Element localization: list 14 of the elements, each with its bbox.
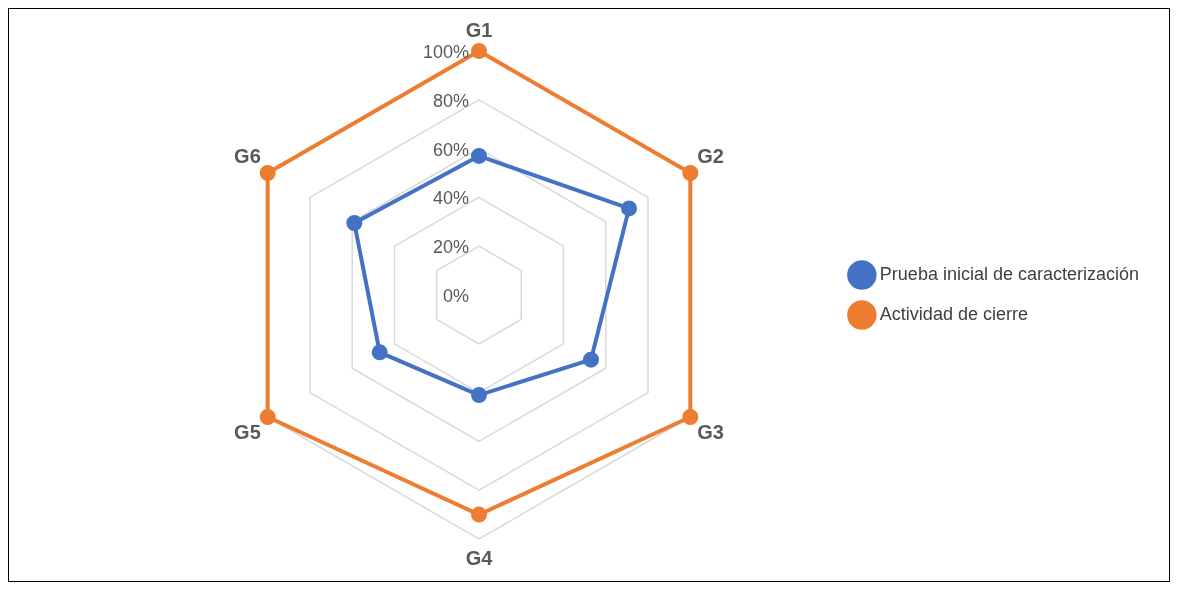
y-tick-label: 60% (432, 139, 469, 160)
y-tick-label: 20% (432, 237, 469, 258)
legend-label: Prueba inicial de caracterización (879, 263, 1139, 284)
spoke-label: G2 (697, 144, 724, 167)
spoke-label: G1 (465, 18, 493, 41)
spoke-label: G6 (234, 144, 261, 167)
spoke-label: G5 (234, 420, 261, 443)
spoke-label: G4 (465, 546, 494, 569)
y-tick-label: 0% (442, 285, 469, 306)
y-tick-label: 100% (422, 41, 469, 62)
y-tick-label: 40% (432, 188, 469, 209)
legend-label: Actividad de cierre (879, 303, 1028, 324)
spoke-label: G3 (697, 420, 724, 443)
y-tick-label: 80% (432, 90, 469, 111)
